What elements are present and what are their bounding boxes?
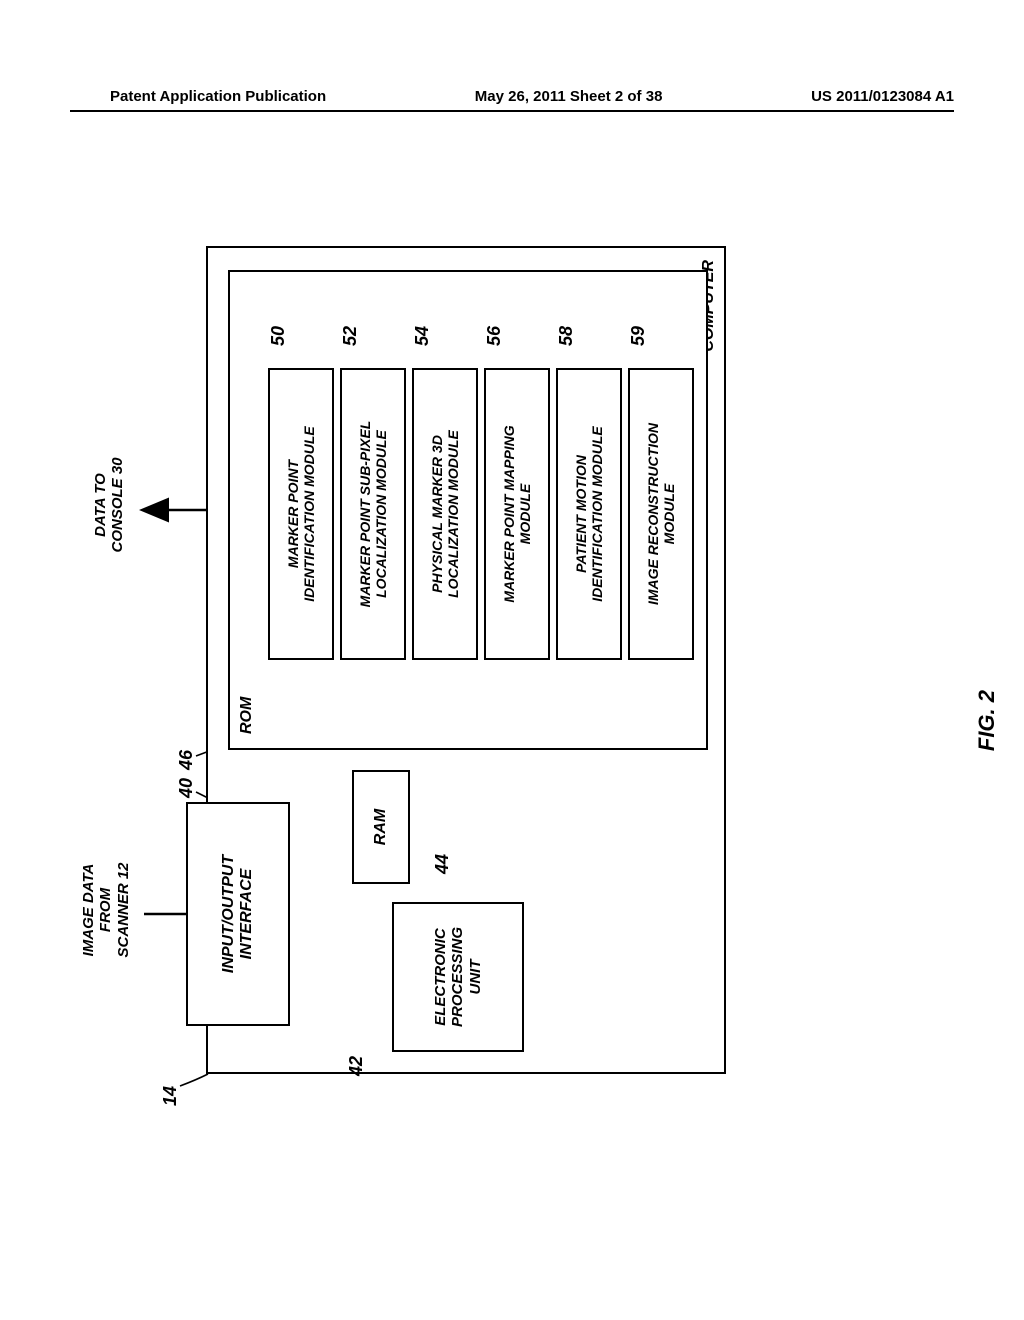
ref-14: 14 — [160, 1086, 181, 1106]
ref-44: 44 — [432, 854, 453, 874]
ref-46: 46 — [176, 750, 197, 770]
module-3: MARKER POINT MAPPINGMODULE — [484, 368, 550, 660]
header-right: US 2011/0123084 A1 — [811, 88, 954, 105]
input-label: IMAGE DATAFROMSCANNER 12 — [80, 850, 132, 970]
ref-58: 58 — [556, 326, 577, 346]
io-box-label: INPUT/OUTPUTINTERFACE — [220, 855, 257, 973]
rom-label: ROM — [238, 697, 256, 734]
ref-40: 40 — [176, 778, 197, 798]
output-label: DATA TOCONSOLE 30 — [92, 440, 127, 570]
io-box: INPUT/OUTPUTINTERFACE — [186, 802, 290, 1026]
module-5: IMAGE RECONSTRUCTIONMODULE — [628, 368, 694, 660]
module-2: PHYSICAL MARKER 3DLOCALIZATION MODULE — [412, 368, 478, 660]
header-rule — [70, 110, 954, 112]
module-1: MARKER POINT SUB-PIXELLOCALIZATION MODUL… — [340, 368, 406, 660]
module-0-label: MARKER POINTIDENTIFICATION MODULE — [285, 426, 317, 602]
module-1-label: MARKER POINT SUB-PIXELLOCALIZATION MODUL… — [357, 421, 389, 608]
ref-52: 52 — [340, 326, 361, 346]
header-left: Patent Application Publication — [110, 88, 326, 105]
epu-label: ELECTRONICPROCESSINGUNIT — [432, 927, 484, 1027]
diagram-wrapper: IMAGE DATAFROMSCANNER 12 DATA TOCONSOLE … — [136, 210, 744, 1110]
module-0: MARKER POINTIDENTIFICATION MODULE — [268, 368, 334, 660]
module-4: PATIENT MOTIONIDENTIFICATION MODULE — [556, 368, 622, 660]
ref-54: 54 — [412, 326, 433, 346]
module-3-label: MARKER POINT MAPPINGMODULE — [501, 425, 533, 602]
module-4-label: PATIENT MOTIONIDENTIFICATION MODULE — [573, 426, 605, 602]
header-center: May 26, 2011 Sheet 2 of 38 — [475, 88, 663, 105]
ref-42: 42 — [346, 1056, 367, 1076]
ram-box: RAM — [352, 770, 410, 884]
figure-label: FIG. 2 — [974, 690, 1000, 751]
ram-label: RAM — [372, 809, 390, 845]
diagram-canvas: IMAGE DATAFROMSCANNER 12 DATA TOCONSOLE … — [136, 210, 744, 1110]
ref-50: 50 — [268, 326, 289, 346]
module-5-label: IMAGE RECONSTRUCTIONMODULE — [645, 423, 677, 605]
module-2-label: PHYSICAL MARKER 3DLOCALIZATION MODULE — [429, 430, 461, 598]
epu-box: ELECTRONICPROCESSINGUNIT — [392, 902, 524, 1052]
ref-56: 56 — [484, 326, 505, 346]
ref-59: 59 — [628, 326, 649, 346]
